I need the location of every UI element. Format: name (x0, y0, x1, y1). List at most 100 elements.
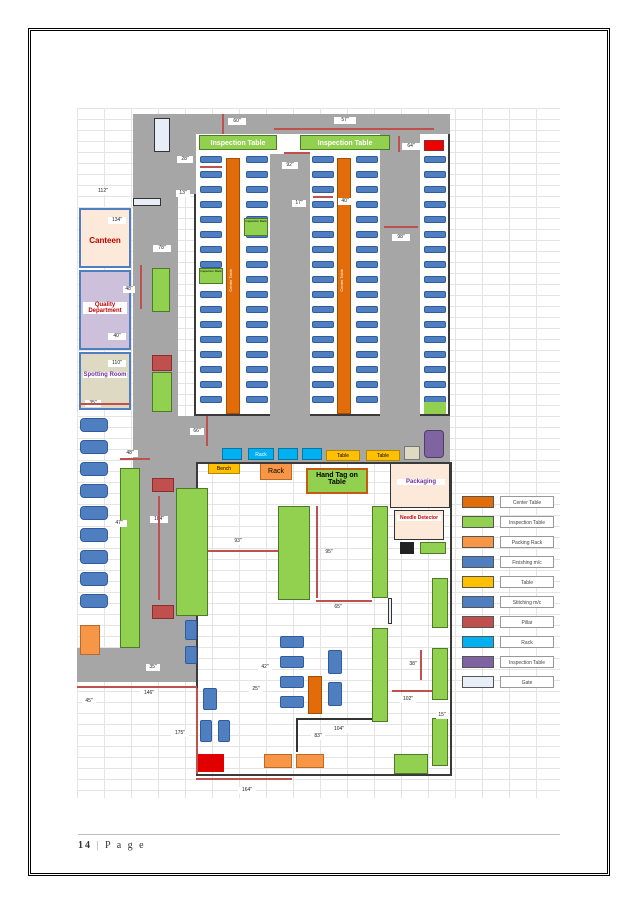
machine (203, 688, 217, 710)
dimension-label: 110" (108, 360, 126, 367)
machine (356, 216, 378, 223)
machine (312, 231, 334, 238)
dimension-arrow (140, 265, 142, 309)
inspection-table (432, 578, 448, 628)
machine (424, 306, 446, 313)
dimension-label: 57" (334, 117, 356, 124)
pillar (152, 478, 174, 492)
machine (246, 321, 268, 328)
aisle-mid-2 (380, 134, 420, 416)
table: Table (326, 450, 360, 461)
gate (133, 198, 161, 206)
dimension-label: 146" (140, 690, 158, 697)
machine (312, 366, 334, 373)
machine (312, 216, 334, 223)
machine (356, 201, 378, 208)
legend-label: Rack (500, 636, 554, 648)
table: Table (366, 450, 400, 461)
dimension-arrow (120, 458, 150, 460)
machine (356, 246, 378, 253)
machine (246, 171, 268, 178)
dimension-label: 78" (153, 245, 171, 252)
legend-swatch (462, 656, 494, 668)
machine (312, 156, 334, 163)
machine (424, 246, 446, 253)
machine (200, 306, 222, 313)
machine (200, 381, 222, 388)
machine (356, 306, 378, 313)
machine (80, 462, 108, 476)
machine (424, 336, 446, 343)
inspection-rack: Inspection Rack (199, 268, 223, 284)
legend-label: Gate (500, 676, 554, 688)
machine (424, 216, 446, 223)
machine (356, 261, 378, 268)
inspection-table (394, 754, 428, 774)
machine (80, 594, 108, 608)
machine (185, 646, 197, 664)
dimension-label: 28" (177, 156, 193, 163)
dimension-arrow (284, 152, 310, 154)
dimension-label: 13" (176, 190, 190, 197)
dimension-label: 25" (249, 686, 263, 693)
machine (328, 682, 342, 706)
legend-swatch (462, 676, 494, 688)
dimension-label: 45" (82, 698, 96, 705)
packing-rack (264, 754, 292, 768)
inspection-table (372, 628, 388, 722)
machine (246, 261, 268, 268)
machine (246, 336, 268, 343)
legend-label: Inspection Table (500, 516, 554, 528)
machine (280, 696, 304, 708)
aisle-mid-1 (270, 154, 310, 416)
machine (218, 720, 230, 742)
dimension-arrow (316, 600, 372, 602)
machine (312, 291, 334, 298)
legend-label: Inspection Table (500, 656, 554, 668)
dimension-label: 64" (402, 143, 420, 150)
packing-rack (296, 754, 324, 768)
machine (200, 186, 222, 193)
packing-rack (80, 625, 100, 655)
dimension-label: 40" (108, 333, 126, 340)
dimension-label: 175" (171, 730, 189, 737)
machine (80, 528, 108, 542)
machine (312, 246, 334, 253)
machine (312, 351, 334, 358)
machine (80, 484, 108, 498)
needle-detector-area: Needle Detector (394, 510, 444, 540)
machine (424, 201, 446, 208)
legend-swatch (462, 616, 494, 628)
inspection-table (424, 402, 446, 414)
legend-label: Finishing m/c (500, 556, 554, 568)
machine (200, 396, 222, 403)
legend-swatch (462, 556, 494, 568)
pillar (198, 754, 224, 772)
pillar (152, 605, 174, 619)
wall (296, 718, 298, 752)
legend-label: Packing Rack (500, 536, 554, 548)
dimension-label: 164" (238, 787, 256, 794)
machine (200, 366, 222, 373)
page-number: 14 (78, 840, 92, 851)
machine (424, 261, 446, 268)
inspection-table-1: Inspection Table (199, 135, 277, 150)
machine (312, 336, 334, 343)
wall (296, 718, 372, 720)
legend-swatch (462, 536, 494, 548)
pillar (152, 355, 172, 371)
machine (80, 572, 108, 586)
machine (312, 396, 334, 403)
dimension-arrow (313, 196, 333, 198)
box (404, 446, 420, 460)
center-table-label: Center Table (228, 269, 233, 292)
machine (246, 351, 268, 358)
dimension-arrow (200, 166, 222, 168)
machine (200, 201, 222, 208)
dimension-label: 48" (123, 286, 135, 293)
center-table: Center Table (226, 158, 240, 414)
machine (200, 720, 212, 742)
inspection-table-purple (424, 430, 444, 458)
dimension-label: 83" (311, 733, 325, 740)
detector (400, 542, 414, 554)
